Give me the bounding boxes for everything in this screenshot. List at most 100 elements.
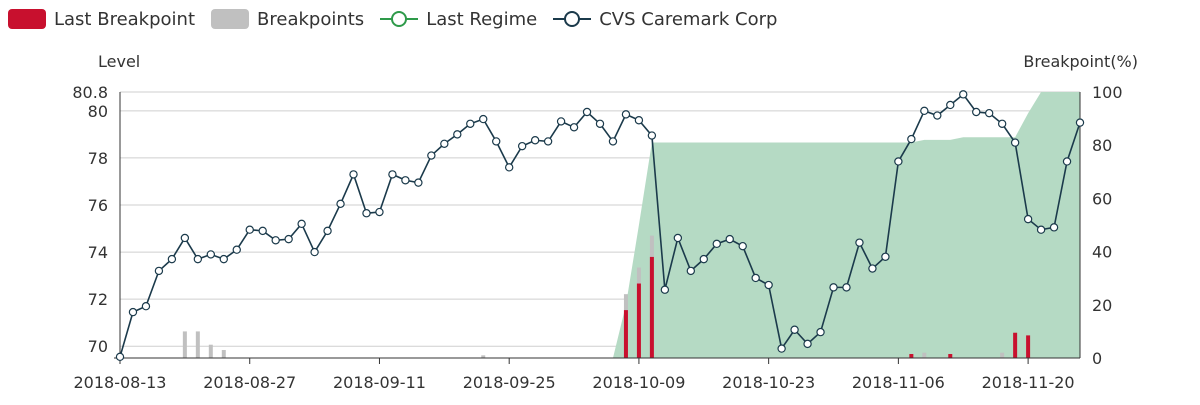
legend-label: CVS Caremark Corp — [599, 8, 778, 30]
data-point — [569, 123, 579, 132]
data-point — [751, 273, 760, 283]
regime-area — [120, 92, 1080, 358]
legend-item-last-breakpoint[interactable]: Last Breakpoint — [8, 9, 195, 30]
data-point — [855, 238, 864, 247]
data-point — [829, 283, 838, 292]
data-point — [180, 233, 190, 243]
last-breakpoint-bar — [909, 354, 914, 358]
cvs-line-icon — [553, 11, 592, 27]
data-point — [388, 170, 397, 179]
data-point — [245, 225, 254, 234]
breakpoint-bar — [221, 350, 226, 358]
data-point — [375, 207, 384, 217]
data-point — [816, 327, 825, 337]
data-point — [777, 344, 786, 353]
y-left-tick-label: 70 — [88, 337, 108, 356]
data-point — [881, 252, 890, 261]
breakpoint-bars — [182, 235, 1031, 358]
y-right-tick-label: 0 — [1092, 349, 1102, 368]
data-point — [920, 106, 929, 116]
x-tick-label: 2018-08-13 — [74, 373, 167, 392]
y-right-tick-label: 80 — [1092, 136, 1112, 155]
data-point — [440, 139, 449, 148]
y-right-tick-label: 20 — [1092, 296, 1112, 315]
data-point — [193, 254, 203, 264]
data-point — [556, 117, 566, 126]
y-left-tick-label: 80.8 — [72, 83, 108, 102]
data-point — [608, 137, 618, 146]
data-point — [595, 119, 605, 128]
data-point — [427, 151, 436, 160]
x-tick-label: 2018-08-27 — [203, 373, 296, 392]
last-breakpoint-bar — [1013, 332, 1018, 358]
data-point — [1062, 157, 1072, 166]
data-point — [323, 226, 332, 236]
x-tick-label: 2018-10-23 — [722, 373, 815, 392]
data-point — [790, 325, 799, 334]
data-point — [634, 116, 644, 125]
data-point — [946, 100, 955, 110]
last-breakpoint-bar — [948, 354, 953, 358]
data-point — [284, 234, 293, 244]
last-regime-area — [120, 92, 1080, 358]
data-point — [842, 283, 851, 292]
data-point — [725, 234, 734, 244]
data-point — [128, 307, 138, 317]
breakpoint-bar — [481, 355, 486, 358]
data-point — [997, 119, 1007, 128]
data-point — [1036, 225, 1046, 234]
legend-item-last-regime[interactable]: Last Regime — [380, 9, 537, 30]
data-point — [933, 111, 942, 120]
last-breakpoint-bar — [623, 310, 628, 358]
breakpoint-bar — [208, 344, 213, 358]
x-tick-label: 2018-11-20 — [982, 373, 1075, 392]
last-breakpoint-bar — [1026, 335, 1031, 358]
legend-item-cvs[interactable]: CVS Caremark Corp — [553, 9, 777, 30]
data-point — [686, 266, 696, 276]
x-tick-label: 2018-11-06 — [852, 373, 945, 392]
data-point — [504, 163, 514, 172]
data-point — [543, 137, 553, 146]
breakpoint-bar — [195, 331, 200, 358]
data-point — [907, 134, 916, 144]
data-point — [414, 178, 423, 187]
y-right-tick-label: 100 — [1092, 83, 1123, 102]
y-left-tick-label: 72 — [88, 290, 108, 309]
price-series — [115, 90, 1085, 362]
last-breakpoint-swatch-icon — [8, 9, 46, 29]
data-point — [582, 107, 592, 117]
y-left-tick-label: 74 — [88, 243, 108, 262]
y-left-tick-label: 76 — [88, 196, 108, 215]
data-point — [1049, 223, 1059, 232]
data-point — [453, 130, 462, 139]
y-right-tick-label: 60 — [1092, 189, 1112, 208]
data-point — [712, 239, 721, 249]
data-point — [310, 247, 319, 257]
breakpoint-bar — [922, 352, 927, 358]
y-left-tick-label: 80 — [88, 102, 108, 121]
data-point — [1023, 214, 1033, 224]
x-tick-label: 2018-09-25 — [463, 373, 556, 392]
data-point — [479, 114, 488, 124]
data-point — [984, 108, 994, 118]
data-point — [1075, 118, 1085, 127]
legend: Last Breakpoint Breakpoints Last Regime … — [8, 6, 793, 32]
last-breakpoint-bar — [636, 283, 641, 358]
data-point — [517, 141, 527, 151]
data-point — [660, 285, 670, 294]
data-point — [336, 199, 345, 209]
data-point — [803, 339, 812, 349]
data-point — [699, 254, 708, 264]
data-point — [738, 241, 747, 251]
y-left-tick-label: 78 — [88, 149, 108, 168]
data-point — [297, 219, 306, 229]
y-right-tick-label: 40 — [1092, 243, 1112, 262]
data-point — [764, 280, 773, 290]
legend-label: Last Breakpoint — [54, 8, 196, 30]
data-point — [206, 250, 216, 259]
legend-item-breakpoints[interactable]: Breakpoints — [211, 9, 364, 30]
data-point — [167, 254, 177, 264]
data-point — [466, 119, 475, 128]
data-point — [647, 131, 657, 140]
